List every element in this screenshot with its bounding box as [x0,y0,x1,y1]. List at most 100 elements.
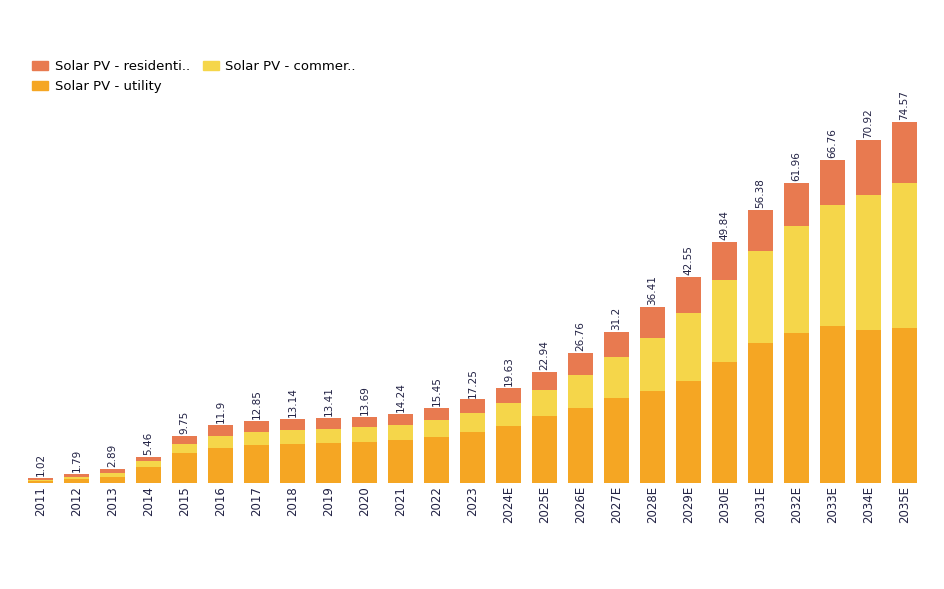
Bar [748,210,772,250]
Text: 9.75: 9.75 [179,411,190,434]
Bar [567,375,592,408]
Bar [712,241,736,280]
Bar [496,426,520,483]
Bar [460,432,484,483]
Bar [280,430,304,444]
Bar [712,280,736,362]
Text: 12.85: 12.85 [251,389,261,419]
Bar [424,408,448,419]
Text: 22.94: 22.94 [539,340,548,370]
Text: 70.92: 70.92 [863,108,872,138]
Bar [64,479,89,483]
Bar [136,461,160,468]
Bar [460,399,484,413]
Bar [891,183,916,328]
Text: 19.63: 19.63 [503,356,513,386]
Bar [855,195,880,330]
Bar [748,343,772,483]
Bar [748,250,772,343]
Bar [603,398,628,483]
Legend: Solar PV - residenti.., Solar PV - utility, Solar PV - commer..: Solar PV - residenti.., Solar PV - utili… [25,54,362,100]
Bar [316,444,341,483]
Bar [208,448,232,483]
Bar [855,330,880,483]
Text: 2.89: 2.89 [108,444,117,467]
Bar [208,425,232,436]
Text: 49.84: 49.84 [718,210,729,240]
Bar [424,419,448,437]
Bar [567,353,592,375]
Bar [676,277,700,313]
Text: 1.79: 1.79 [72,449,81,472]
Text: 13.69: 13.69 [359,385,369,415]
Bar [640,337,664,391]
Bar [352,442,377,483]
Bar [100,469,125,474]
Bar [855,140,880,195]
Text: 1.02: 1.02 [36,453,45,476]
Bar [784,226,808,333]
Text: 17.25: 17.25 [467,368,477,398]
Bar [244,445,268,483]
Bar [676,381,700,483]
Bar [640,307,664,337]
Bar [136,456,160,461]
Text: 31.2: 31.2 [611,307,621,330]
Bar [172,453,196,483]
Bar [531,416,556,483]
Bar [531,372,556,389]
Text: 61.96: 61.96 [791,151,801,181]
Bar [352,416,377,427]
Bar [388,414,413,425]
Bar [784,333,808,483]
Bar [100,477,125,483]
Bar [388,425,413,441]
Bar [712,362,736,483]
Text: 74.57: 74.57 [899,90,908,120]
Bar [100,474,125,477]
Bar [424,437,448,483]
Bar [819,204,844,326]
Bar [316,429,341,444]
Text: 13.41: 13.41 [323,386,333,416]
Bar [603,332,628,357]
Bar [280,444,304,483]
Text: 42.55: 42.55 [683,245,693,275]
Bar [316,418,341,429]
Bar [172,444,196,453]
Bar [172,436,196,444]
Bar [352,427,377,442]
Text: 26.76: 26.76 [575,322,585,352]
Bar [64,474,89,477]
Bar [28,479,53,481]
Bar [891,122,916,183]
Bar [819,160,844,204]
Bar [136,468,160,483]
Text: 66.76: 66.76 [827,128,836,158]
Bar [496,388,520,403]
Text: 36.41: 36.41 [647,275,657,305]
Bar [244,421,268,432]
Bar [891,328,916,483]
Bar [496,403,520,426]
Bar [388,441,413,483]
Bar [28,478,53,479]
Text: 14.24: 14.24 [396,382,405,412]
Bar [819,326,844,483]
Bar [28,481,53,483]
Text: 11.9: 11.9 [215,400,226,423]
Bar [603,357,628,398]
Bar [244,432,268,445]
Text: 5.46: 5.46 [143,431,153,455]
Bar [531,389,556,416]
Bar [280,419,304,430]
Bar [460,413,484,432]
Bar [64,477,89,479]
Bar [208,436,232,448]
Text: 15.45: 15.45 [431,376,441,406]
Text: 56.38: 56.38 [754,178,765,208]
Bar [676,313,700,381]
Text: 13.14: 13.14 [287,388,297,418]
Bar [567,408,592,483]
Bar [784,183,808,226]
